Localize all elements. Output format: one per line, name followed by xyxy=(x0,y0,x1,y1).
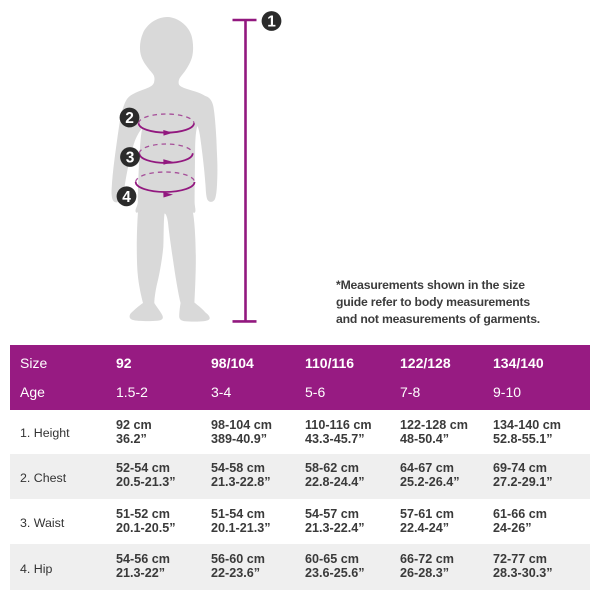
svg-text:4: 4 xyxy=(122,189,131,206)
svg-text:2: 2 xyxy=(125,110,134,127)
svg-text:3: 3 xyxy=(126,150,135,167)
svg-text:1: 1 xyxy=(267,14,276,31)
